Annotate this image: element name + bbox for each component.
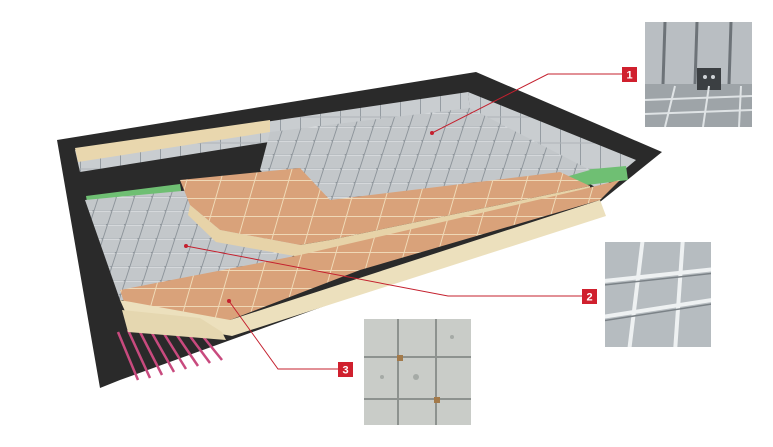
marker-2: 2 [582, 289, 597, 304]
insulation-slab-middle [180, 168, 590, 245]
marker-2-label: 2 [586, 292, 592, 304]
leader-lines [185, 73, 622, 370]
front-curve [122, 310, 226, 340]
inset-photo-1-image [645, 22, 752, 127]
back-wall-insulation [75, 120, 270, 162]
insulation-front [120, 180, 620, 320]
inset-photo-2-image [605, 242, 711, 347]
leader-line-2 [185, 245, 582, 297]
right-wall [468, 92, 636, 190]
marker-3-label: 3 [342, 365, 348, 377]
inset-photo-3 [364, 319, 471, 425]
marker-1: 1 [622, 67, 637, 82]
inset-photo-2 [605, 242, 711, 347]
leader-line-1 [431, 73, 622, 134]
leader-line-3 [228, 300, 338, 370]
inset-photo-1 [645, 22, 752, 127]
leader-points [184, 131, 434, 303]
marker-3: 3 [338, 362, 353, 377]
inset-photo-3-image [364, 319, 471, 425]
marker-1-label: 1 [626, 70, 632, 82]
